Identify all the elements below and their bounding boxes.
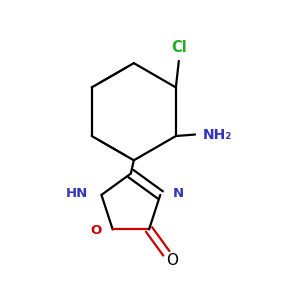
Text: NH₂: NH₂	[202, 128, 232, 142]
Text: Cl: Cl	[171, 40, 187, 55]
Text: O: O	[166, 254, 178, 268]
Text: N: N	[172, 187, 184, 200]
Text: O: O	[90, 224, 101, 238]
Text: HN: HN	[66, 187, 88, 200]
